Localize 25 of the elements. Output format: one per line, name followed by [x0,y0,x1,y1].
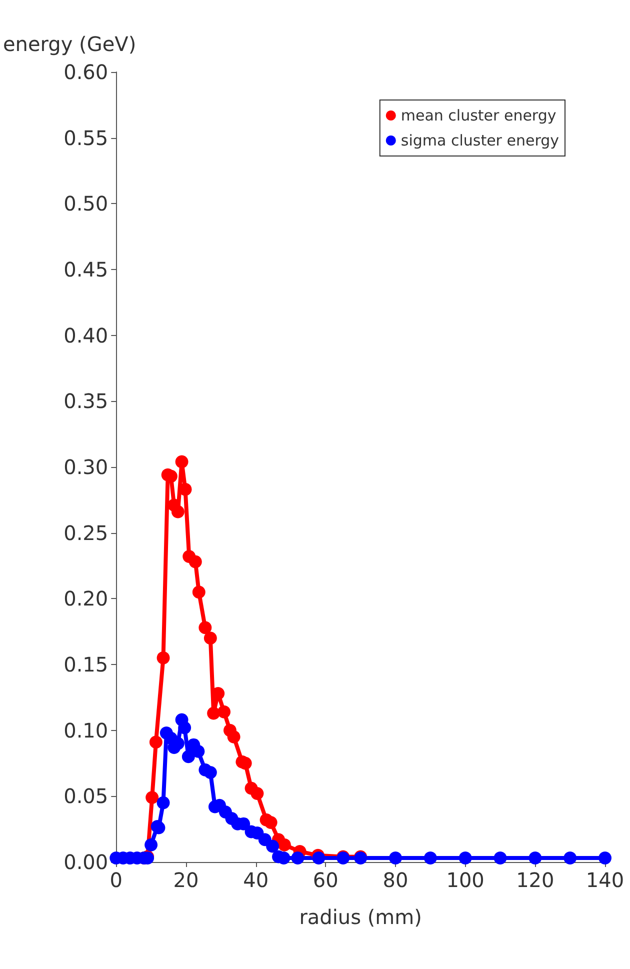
y-tick-label: 0.30 [64,455,108,479]
x-axis-title: radius (mm) [299,905,422,929]
y-tick-label: 0.20 [64,586,108,611]
y-tick-label: 0.50 [64,192,108,216]
x-tick-label: 100 [446,868,484,892]
y-tick-label: 0.40 [64,323,108,348]
y-tick-label: 0.00 [64,850,108,874]
x-tick-label: 140 [586,868,624,892]
y-tick-label: 0.55 [64,126,108,150]
x-tick-label: 80 [382,868,408,892]
legend-label: sigma cluster energy [400,132,560,150]
x-tick-label: 0 [110,868,122,892]
y-tick-label: 0.15 [64,652,108,676]
y-axis-title: energy (GeV) [2,32,136,56]
x-tick-label: 40 [243,868,269,892]
legend-label: mean cluster energy [400,106,556,124]
y-tick-label: 0.10 [64,718,108,742]
y-tick-label: 0.45 [64,258,108,282]
y-tick-label: 0.05 [64,784,108,808]
y-tick-label: 0.25 [64,520,108,545]
x-tick-label: 60 [312,868,338,892]
x-tick-label: 20 [173,868,199,892]
y-tick-label: 0.35 [64,389,108,414]
x-tick-label: 120 [516,868,554,892]
y-tick-label: 0.60 [64,60,108,84]
